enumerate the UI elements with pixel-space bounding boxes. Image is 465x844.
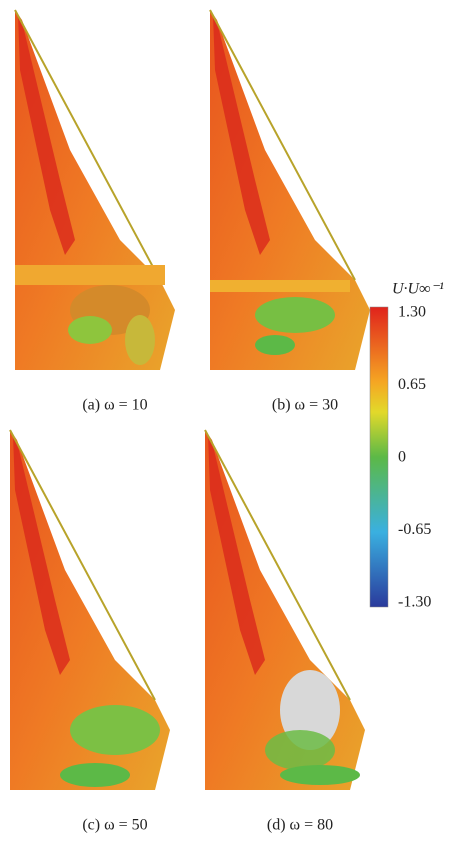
colorbar-tick-label: 0 [398,449,406,466]
colorbar-tick-label: -0.65 [398,521,431,538]
caption: (d) ω = 80 [267,817,333,834]
colorbar [370,307,388,607]
figure: (a) ω = 10 (b) ω = 30 (c) ω = 50 (d) ω =… [0,0,465,839]
panel-d [205,430,365,790]
colorbar-label: U·U∞⁻¹ [392,281,444,298]
caption: (b) ω = 30 [272,397,338,414]
colorbar-ticks: 1.30 0.65 0 -0.65 -1.30 [398,304,431,611]
caption: (c) ω = 50 [82,817,147,834]
colorbar-tick-label: 0.65 [398,376,426,393]
panel-a [15,10,175,370]
panel-c [10,430,170,790]
caption: (a) ω = 10 [82,397,147,414]
colorbar-tick-label: -1.30 [398,594,431,611]
panel-b [210,10,370,370]
colorbar-tick-label: 1.30 [398,304,426,321]
